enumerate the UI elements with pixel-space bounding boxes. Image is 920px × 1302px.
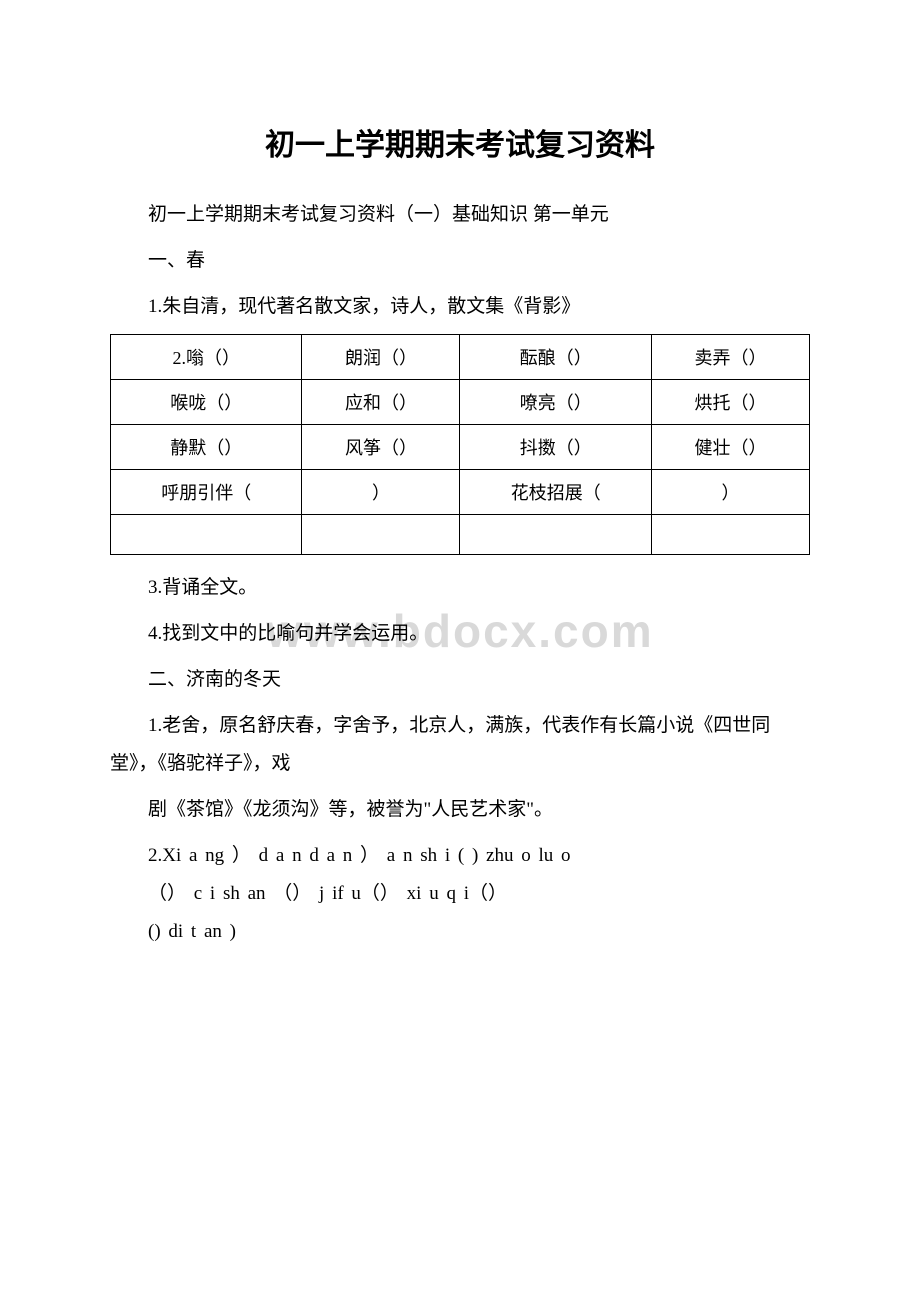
table-row: 静默（） 风筝（） 抖擞（） 健壮（） (111, 425, 810, 470)
section1-author: 1.朱自清，现代著名散文家，诗人，散文集《背影》 (110, 288, 810, 326)
table-cell: ） (302, 470, 460, 515)
table-cell: 花枝招展（ (460, 470, 651, 515)
table-row: 2.嗡（） 朗润（） 酝酿（） 卖弄（） (111, 335, 810, 380)
section1-item4: 4.找到文中的比喻句并学会运用。 (110, 615, 810, 653)
section2-author-line2: 剧《茶馆》《龙须沟》等，被誉为"人民艺术家"。 (110, 791, 810, 829)
section2-pinyin2: （） c i sh an （） j if u（） xi u q i（） (110, 875, 810, 913)
table-row: 喉咙（） 应和（） 嘹亮（） 烘托（） (111, 380, 810, 425)
table-cell: 喉咙（） (111, 380, 302, 425)
section2-pinyin1: 2.Xi a ng ） d a n d a n ） a n sh i ( ) z… (110, 837, 810, 875)
table-cell (460, 515, 651, 555)
section2-pinyin3: () di t an ) (110, 913, 810, 951)
section1-item3: 3.背诵全文。 (110, 569, 810, 607)
table-row (111, 515, 810, 555)
table-cell: ） (651, 470, 809, 515)
table-row: 呼朋引伴（ ） 花枝招展（ ） (111, 470, 810, 515)
page-title: 初一上学期期末考试复习资料 (110, 120, 810, 164)
table-cell (111, 515, 302, 555)
table-cell: 呼朋引伴（ (111, 470, 302, 515)
vocabulary-table: 2.嗡（） 朗润（） 酝酿（） 卖弄（） 喉咙（） 应和（） 嘹亮（） 烘托（）… (110, 334, 810, 555)
table-cell: 应和（） (302, 380, 460, 425)
table-cell: 嘹亮（） (460, 380, 651, 425)
table-cell: 抖擞（） (460, 425, 651, 470)
section2-author-line1: 1.老舍，原名舒庆春，字舍予，北京人，满族，代表作有长篇小说《四世同堂》，《骆驼… (110, 707, 810, 783)
table-cell: 卖弄（） (651, 335, 809, 380)
table-cell: 烘托（） (651, 380, 809, 425)
table-cell: 朗润（） (302, 335, 460, 380)
table-cell: 风筝（） (302, 425, 460, 470)
intro-paragraph: 初一上学期期末考试复习资料（一）基础知识 第一单元 (110, 196, 810, 234)
table-cell: 静默（） (111, 425, 302, 470)
document-content: 初一上学期期末考试复习资料 初一上学期期末考试复习资料（一）基础知识 第一单元 … (110, 120, 810, 951)
table-cell (651, 515, 809, 555)
section1-heading: 一、春 (110, 242, 810, 280)
table-cell: 酝酿（） (460, 335, 651, 380)
table-cell: 2.嗡（） (111, 335, 302, 380)
section2-heading: 二、济南的冬天 (110, 661, 810, 699)
table-cell: 健壮（） (651, 425, 809, 470)
table-cell (302, 515, 460, 555)
